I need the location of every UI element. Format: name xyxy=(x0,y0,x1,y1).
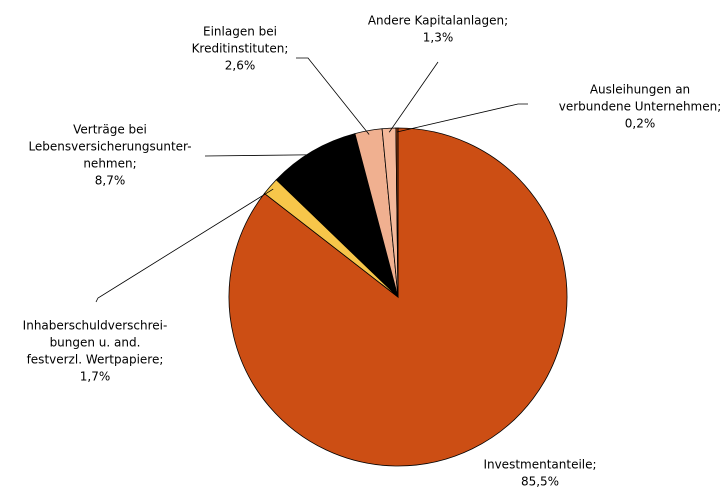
leader-line xyxy=(204,154,315,157)
slice-label: Kreditinstituten; xyxy=(192,42,289,56)
pie-slice xyxy=(275,133,399,299)
value-label: 1,3% xyxy=(423,31,454,45)
slice-label: bungen u. and. xyxy=(50,336,141,350)
leader-line xyxy=(396,103,528,133)
slice-label: Inhaberschuldverschrei- xyxy=(23,319,168,333)
value-label: 1,7% xyxy=(80,370,111,384)
slice-label: Investmentanteile; xyxy=(483,458,596,472)
value-label: 85,5% xyxy=(521,475,559,487)
slice-label: Verträge bei xyxy=(73,123,147,137)
pie-slice xyxy=(395,127,399,298)
leader-line xyxy=(95,188,274,303)
leader-line xyxy=(296,57,370,135)
leader-line xyxy=(388,61,439,133)
slice-label: nehmen; xyxy=(83,157,136,171)
slice-label: Ausleihungen an xyxy=(590,83,690,97)
slice-label: Andere Kapitalanlagen; xyxy=(368,14,508,28)
slice-label: verbundene Unternehmen; xyxy=(559,100,722,114)
value-label: 2,6% xyxy=(225,59,256,73)
slice-label: Einlagen bei xyxy=(203,25,277,39)
value-label: 0,2% xyxy=(625,117,656,131)
slice-label: Lebensversicherungsunter- xyxy=(28,140,191,154)
slices xyxy=(228,127,568,467)
labels: Investmentanteile; 85,5% Inhaberschuldvers… xyxy=(23,14,722,487)
value-label: 8,7% xyxy=(95,174,126,188)
slice-label: festverzl. Wertpapiere; xyxy=(27,353,164,367)
